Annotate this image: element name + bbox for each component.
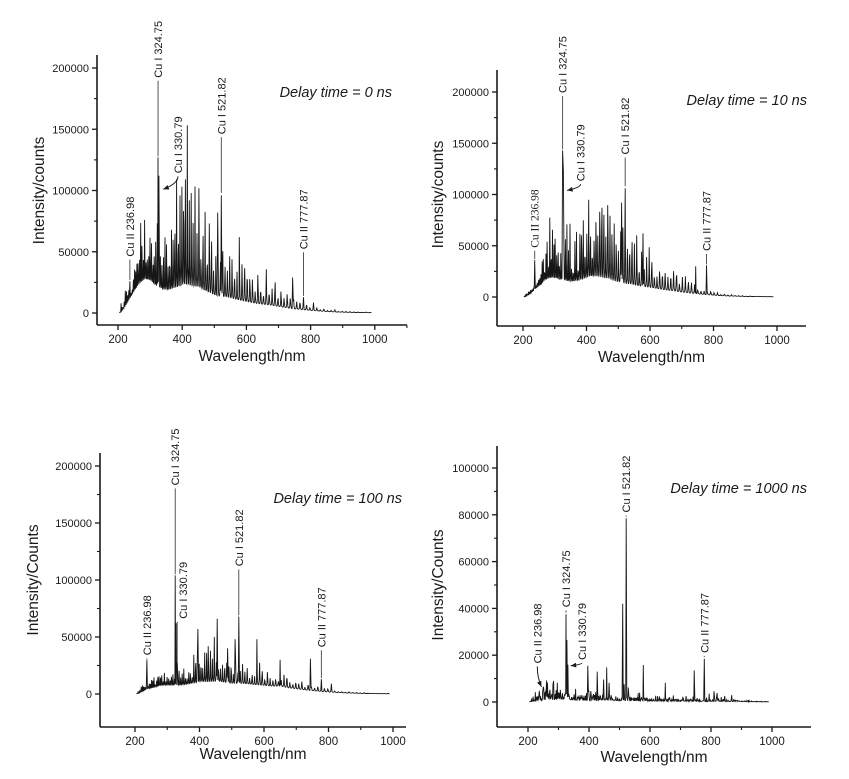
- peak-annotation: Cu I 324.75: [558, 36, 570, 93]
- peak-annotation: Cu I 324.75: [153, 21, 165, 78]
- spectrum-trace: [529, 518, 769, 704]
- spectrum-plot-100ns: Cu II 236.98 Cu I 324.75 Cu I 330.79 Cu I 5…: [25, 429, 406, 763]
- y-tick-label: 150000: [55, 518, 92, 530]
- y-axis-label: Intensity/counts: [430, 140, 447, 248]
- x-tick-label: 600: [254, 736, 273, 748]
- peak-annotation: Cu I 330.79: [576, 124, 588, 181]
- x-tick-label: 200: [108, 334, 127, 346]
- y-tick-label: 200000: [52, 63, 89, 75]
- x-axis-label: Wavelength/nm: [199, 746, 306, 763]
- delay-time-label: Delay time = 0 ns: [280, 85, 392, 101]
- y-tick-label: 100000: [52, 186, 89, 198]
- y-tick-label: 0: [86, 689, 92, 701]
- y-axis-label: Intensity/Counts: [430, 529, 447, 640]
- x-tick-label: 800: [319, 736, 338, 748]
- x-tick-label: 800: [704, 335, 723, 347]
- y-tick-label: 0: [83, 308, 89, 320]
- peak-annotation: Cu II 777.87: [699, 593, 711, 653]
- x-tick-label: 200: [513, 335, 532, 347]
- spectrum-plot-0ns: Cu II 236.98 Cu I 324.75 Cu I 330.79 Cu I 5…: [31, 21, 408, 365]
- arrowhead-icon: [570, 662, 577, 668]
- x-axis-label: Wavelength/nm: [600, 749, 707, 766]
- x-tick-label: 600: [237, 334, 256, 346]
- x-tick-label: 1000: [380, 736, 406, 748]
- spectrum-plot-1000ns: Cu II 236.98 Cu I 324.75 Cu I 330.79 Cu I 5…: [430, 446, 811, 766]
- y-tick-label: 40000: [458, 603, 489, 615]
- x-axis-label: Wavelength/nm: [198, 348, 305, 365]
- x-tick-label: 200: [125, 736, 144, 748]
- y-tick-label: 20000: [458, 650, 489, 662]
- peak-annotation: Cu I 521.82: [216, 77, 228, 134]
- panel-delay-0ns: Cu II 236.98 Cu I 324.75 Cu I 330.79 Cu I 5…: [0, 0, 424, 393]
- y-tick-label: 150000: [452, 138, 489, 150]
- peak-annotation: Cu I 521.82: [620, 98, 632, 155]
- y-tick-label: 80000: [458, 510, 489, 522]
- y-tick-label: 200000: [55, 461, 92, 473]
- y-tick-label: 0: [483, 697, 489, 709]
- peak-annotation: Cu I 521.82: [621, 456, 633, 513]
- x-tick-label: 1000: [759, 736, 785, 748]
- y-axis-label: Intensity/Counts: [25, 524, 42, 635]
- x-tick-label: 200: [518, 736, 537, 748]
- x-tick-label: 600: [640, 736, 659, 748]
- y-tick-label: 100000: [452, 190, 489, 202]
- peak-annotation: Cu I 330.79: [173, 116, 185, 173]
- peak-annotation: Cu I 330.79: [178, 562, 190, 619]
- arrowhead-icon: [567, 186, 573, 192]
- panel-delay-1000ns: Cu II 236.98 Cu I 324.75 Cu I 330.79 Cu I 5…: [425, 390, 849, 779]
- x-tick-label: 800: [301, 334, 320, 346]
- arrowhead-icon: [163, 185, 170, 190]
- panel-delay-10ns: Cu II 236.98 Cu I 324.75 Cu I 330.79 Cu I 5…: [425, 0, 849, 393]
- spectrum-trace: [523, 150, 774, 298]
- delay-time-label: Delay time = 10 ns: [687, 93, 808, 109]
- x-tick-label: 800: [701, 736, 720, 748]
- peak-annotation: Cu II 236.98: [530, 189, 542, 248]
- delay-time-label: Delay time = 1000 ns: [670, 481, 807, 497]
- y-tick-label: 50000: [61, 632, 92, 644]
- x-tick-label: 400: [577, 335, 596, 347]
- spectrum-trace: [136, 575, 390, 695]
- peak-annotation: Cu I 521.82: [234, 509, 246, 566]
- y-tick-label: 50000: [58, 247, 89, 259]
- y-tick-label: 150000: [52, 124, 89, 136]
- peak-annotation: Cu I 324.75: [170, 429, 182, 486]
- x-tick-label: 1000: [764, 335, 790, 347]
- x-tick-label: 600: [640, 335, 659, 347]
- x-tick-label: 400: [190, 736, 209, 748]
- x-tick-label: 400: [579, 736, 598, 748]
- x-tick-label: 1000: [362, 334, 388, 346]
- delay-time-label: Delay time = 100 ns: [273, 491, 402, 507]
- peak-annotation: Cu I 330.79: [577, 603, 589, 660]
- y-tick-label: 100000: [452, 463, 489, 475]
- y-tick-label: 100000: [55, 575, 92, 587]
- x-axis-label: Wavelength/nm: [598, 349, 705, 366]
- peak-annotation: Cu II 777.87: [702, 191, 714, 251]
- y-tick-label: 200000: [452, 87, 489, 99]
- peak-annotation: Cu I 324.75: [561, 550, 573, 607]
- y-tick-label: 60000: [458, 557, 489, 569]
- peak-annotation: Cu II 236.98: [125, 197, 137, 257]
- x-tick-label: 400: [173, 334, 192, 346]
- spectrum-trace: [119, 125, 372, 314]
- peak-annotation: Cu II 777.87: [299, 189, 311, 249]
- y-axis-label: Intensity/counts: [31, 136, 48, 244]
- peak-annotation: Cu II 777.87: [316, 587, 328, 647]
- y-tick-label: 0: [483, 292, 489, 304]
- peak-annotation: Cu II 236.98: [532, 603, 544, 663]
- panel-delay-100ns: Cu II 236.98 Cu I 324.75 Cu I 330.79 Cu I 5…: [0, 390, 424, 779]
- spectrum-plot-10ns: Cu II 236.98 Cu I 324.75 Cu I 330.79 Cu I 5…: [430, 36, 808, 366]
- peak-annotation: Cu II 236.98: [142, 595, 154, 655]
- arrowhead-icon: [537, 680, 542, 687]
- y-tick-label: 50000: [458, 241, 489, 253]
